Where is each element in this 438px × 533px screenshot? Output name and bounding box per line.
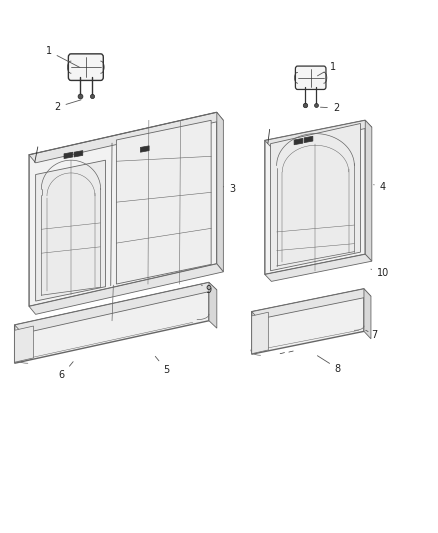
Polygon shape [35, 160, 106, 301]
Polygon shape [64, 152, 73, 159]
Polygon shape [265, 120, 372, 148]
Polygon shape [364, 289, 371, 339]
Polygon shape [29, 112, 223, 163]
Polygon shape [141, 146, 149, 152]
Polygon shape [14, 282, 209, 364]
Text: 10: 10 [371, 268, 389, 278]
Text: 7: 7 [366, 329, 377, 340]
Text: 6: 6 [59, 362, 73, 381]
Text: 8: 8 [318, 356, 341, 374]
Text: 2: 2 [54, 100, 81, 112]
Polygon shape [304, 136, 313, 143]
Text: 1: 1 [318, 62, 336, 76]
Polygon shape [14, 326, 33, 362]
Polygon shape [29, 264, 223, 314]
Polygon shape [29, 112, 217, 306]
FancyBboxPatch shape [68, 54, 103, 80]
FancyBboxPatch shape [295, 66, 326, 90]
Polygon shape [294, 139, 303, 145]
Polygon shape [252, 289, 364, 354]
Text: 9: 9 [201, 285, 211, 295]
Polygon shape [252, 289, 371, 319]
Text: 3: 3 [223, 184, 235, 195]
Polygon shape [252, 312, 268, 354]
Polygon shape [217, 112, 223, 272]
Text: 4: 4 [374, 182, 386, 192]
Polygon shape [209, 282, 217, 328]
Polygon shape [117, 120, 211, 284]
Polygon shape [265, 254, 372, 281]
Text: 5: 5 [155, 357, 170, 375]
Polygon shape [265, 120, 365, 274]
Text: 2: 2 [321, 103, 339, 113]
Polygon shape [365, 120, 372, 261]
Polygon shape [74, 151, 83, 157]
Polygon shape [14, 282, 217, 334]
Text: 1: 1 [46, 46, 80, 68]
Polygon shape [271, 124, 360, 271]
